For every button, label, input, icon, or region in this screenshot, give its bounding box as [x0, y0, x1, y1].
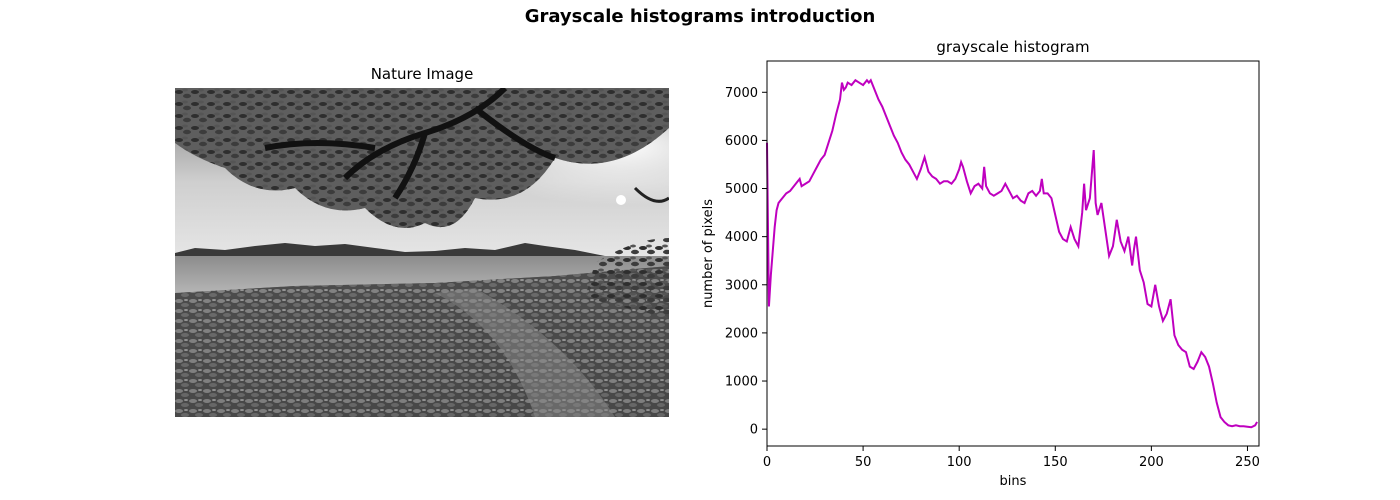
histogram-line	[766, 78, 1258, 429]
x-axis-label: bins	[1000, 474, 1027, 489]
x-tick-label: 150	[1043, 455, 1068, 470]
y-tick-label: 7000	[725, 86, 758, 101]
x-tick-label: 50	[855, 455, 872, 470]
y-tick-label: 3000	[725, 278, 758, 293]
plot-frame	[766, 60, 1260, 447]
chart-title: grayscale histogram	[936, 38, 1089, 56]
image-panel-title: Nature Image	[370, 65, 474, 83]
y-tick-label: 4000	[725, 230, 758, 245]
y-tick-label: 2000	[725, 326, 758, 341]
y-tick-label: 6000	[725, 134, 758, 149]
axis-ticks: 0 50 100 150 200 250 0 1000 2000 3000 4000 5000 6000…	[725, 86, 1260, 470]
x-tick-label: 100	[947, 455, 972, 470]
nature-image	[175, 88, 669, 417]
x-tick-label: 200	[1139, 455, 1164, 470]
y-tick-label: 5000	[725, 182, 758, 197]
y-axis-label: number of pixels	[701, 199, 716, 308]
x-tick-label: 0	[763, 455, 771, 470]
x-tick-label: 250	[1235, 455, 1260, 470]
y-tick-label: 1000	[725, 375, 758, 390]
figure-suptitle: Grayscale histograms introduction	[524, 6, 876, 27]
y-tick-label: 0	[750, 423, 758, 438]
